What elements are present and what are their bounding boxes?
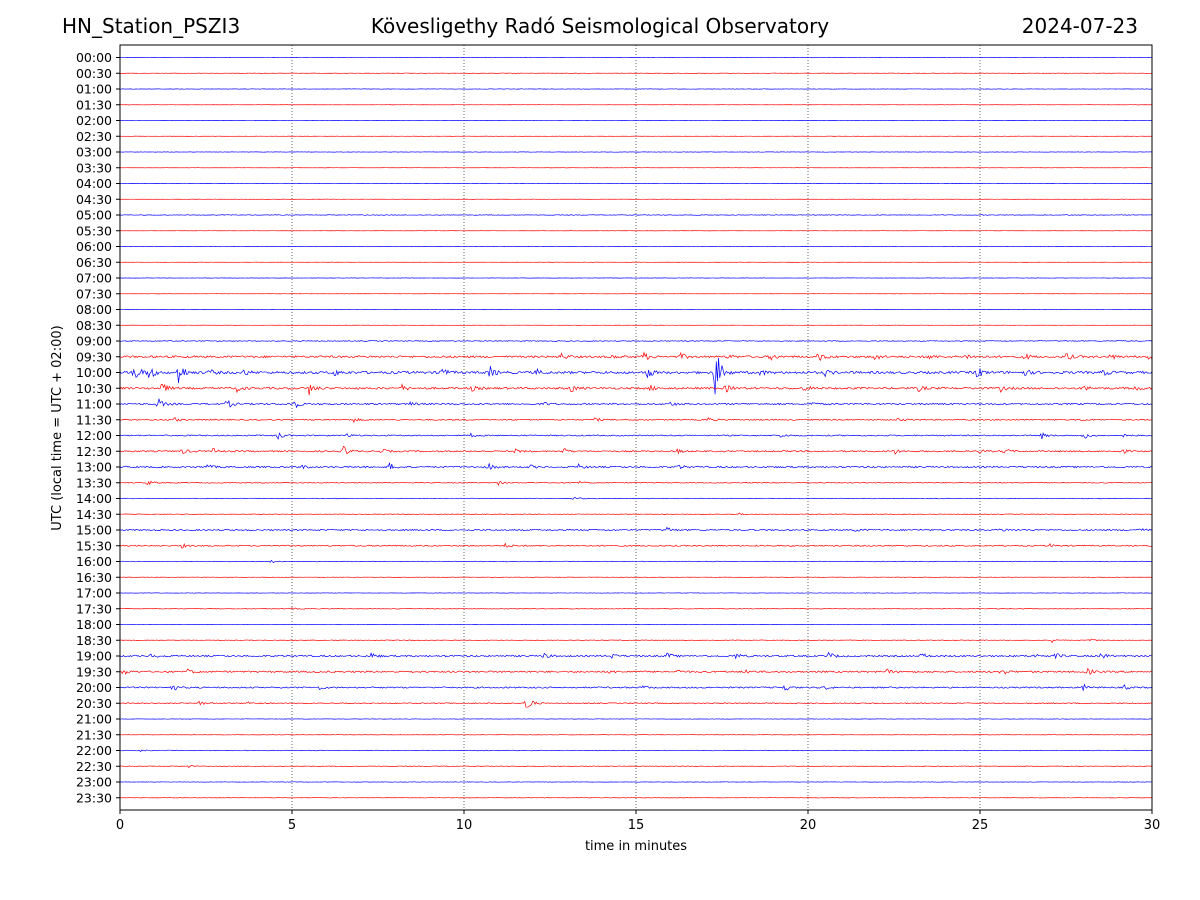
y-tick-label: 02:00 bbox=[76, 113, 112, 128]
x-tick-label: 5 bbox=[288, 818, 296, 833]
station-name: HN_Station_PSZI3 bbox=[62, 14, 241, 38]
y-tick-label: 00:30 bbox=[76, 66, 112, 81]
trace-row bbox=[119, 607, 1153, 610]
y-tick-label: 08:30 bbox=[76, 318, 112, 333]
y-tick-label: 19:30 bbox=[76, 664, 112, 679]
y-tick-label: 23:30 bbox=[76, 790, 112, 805]
y-tick-label: 08:00 bbox=[76, 302, 112, 317]
trace-row bbox=[119, 357, 1153, 395]
trace-row bbox=[119, 351, 1153, 361]
y-tick-label: 16:00 bbox=[76, 554, 112, 569]
trace-row bbox=[119, 445, 1153, 455]
y-tick-label: 09:30 bbox=[76, 349, 112, 364]
x-tick-label: 25 bbox=[972, 818, 989, 833]
y-tick-label: 11:00 bbox=[76, 397, 112, 412]
y-tick-label: 06:30 bbox=[76, 255, 112, 270]
y-tick-label: 01:30 bbox=[76, 97, 112, 112]
trace-row bbox=[119, 638, 1153, 644]
y-tick-label: 19:00 bbox=[76, 649, 112, 664]
y-tick-label: 16:30 bbox=[76, 570, 112, 585]
y-tick-label: 14:30 bbox=[76, 507, 112, 522]
y-tick-label: 14:00 bbox=[76, 491, 112, 506]
y-tick-label: 00:00 bbox=[76, 50, 112, 65]
trace-row bbox=[119, 526, 1153, 532]
y-tick-label: 05:30 bbox=[76, 223, 112, 238]
y-tick-label: 10:00 bbox=[76, 365, 112, 380]
trace-row bbox=[119, 214, 1153, 216]
trace-rows bbox=[119, 56, 1153, 799]
y-tick-label: 09:00 bbox=[76, 334, 112, 349]
y-tick-label: 17:30 bbox=[76, 601, 112, 616]
x-tick-label: 20 bbox=[800, 818, 817, 833]
x-tick-label: 15 bbox=[628, 818, 645, 833]
trace-row bbox=[119, 765, 1153, 769]
y-tick-label: 21:00 bbox=[76, 712, 112, 727]
trace-row bbox=[119, 56, 1153, 59]
y-tick-label: 13:00 bbox=[76, 460, 112, 475]
chart-date: 2024-07-23 bbox=[1021, 14, 1138, 38]
y-tick-label: 11:30 bbox=[76, 412, 112, 427]
y-axis-label: UTC (local time = UTC + 02:00) bbox=[50, 325, 65, 530]
y-tick-label: 20:30 bbox=[76, 696, 112, 711]
trace-row bbox=[119, 667, 1153, 675]
y-tick-label: 03:30 bbox=[76, 160, 112, 175]
trace-row bbox=[119, 700, 1153, 708]
y-tick-label: 05:00 bbox=[76, 208, 112, 223]
y-tick-label: 07:00 bbox=[76, 271, 112, 286]
trace-row bbox=[119, 398, 1153, 409]
y-tick-label: 22:00 bbox=[76, 743, 112, 758]
trace-row bbox=[119, 512, 1153, 516]
y-tick-label: 12:00 bbox=[76, 428, 112, 443]
trace-row bbox=[119, 651, 1153, 660]
y-tick-label: 23:00 bbox=[76, 775, 112, 790]
trace-row bbox=[119, 497, 1153, 500]
x-axis-label: time in minutes bbox=[585, 839, 687, 854]
y-tick-label: 04:30 bbox=[76, 192, 112, 207]
trace-row bbox=[119, 72, 1153, 75]
trace-row bbox=[119, 383, 1153, 396]
y-tick-label: 18:00 bbox=[76, 617, 112, 632]
y-axis-ticks: 00:0000:3001:0001:3002:0002:3003:0003:30… bbox=[76, 50, 120, 805]
chart-title: Kövesligethy Radó Seismological Observat… bbox=[370, 14, 830, 38]
y-tick-label: 12:30 bbox=[76, 444, 112, 459]
trace-row bbox=[119, 683, 1153, 691]
vertical-gridlines bbox=[291, 45, 981, 810]
y-tick-label: 10:30 bbox=[76, 381, 112, 396]
trace-row bbox=[119, 462, 1153, 470]
y-tick-label: 06:00 bbox=[76, 239, 112, 254]
y-tick-label: 15:30 bbox=[76, 538, 112, 553]
y-tick-label: 17:00 bbox=[76, 586, 112, 601]
trace-row bbox=[119, 432, 1153, 440]
trace-row bbox=[119, 480, 1153, 486]
x-tick-label: 30 bbox=[1144, 818, 1161, 833]
trace-row bbox=[119, 559, 1153, 564]
y-tick-label: 04:00 bbox=[76, 176, 112, 191]
y-tick-label: 13:30 bbox=[76, 475, 112, 490]
y-tick-label: 20:00 bbox=[76, 680, 112, 695]
trace-row bbox=[119, 542, 1153, 549]
x-axis-ticks: 0 5 10 15 20 25 30 bbox=[116, 810, 1160, 833]
x-tick-label: 10 bbox=[456, 818, 473, 833]
y-tick-label: 15:00 bbox=[76, 523, 112, 538]
trace-row bbox=[119, 339, 1153, 342]
y-tick-label: 03:00 bbox=[76, 145, 112, 160]
y-tick-label: 18:30 bbox=[76, 633, 112, 648]
y-tick-label: 02:30 bbox=[76, 129, 112, 144]
trace-row bbox=[119, 416, 1153, 423]
y-tick-label: 01:00 bbox=[76, 82, 112, 97]
trace-row bbox=[119, 749, 1153, 753]
y-tick-label: 22:30 bbox=[76, 759, 112, 774]
y-tick-label: 21:30 bbox=[76, 727, 112, 742]
x-tick-label: 0 bbox=[116, 818, 124, 833]
y-tick-label: 07:30 bbox=[76, 286, 112, 301]
